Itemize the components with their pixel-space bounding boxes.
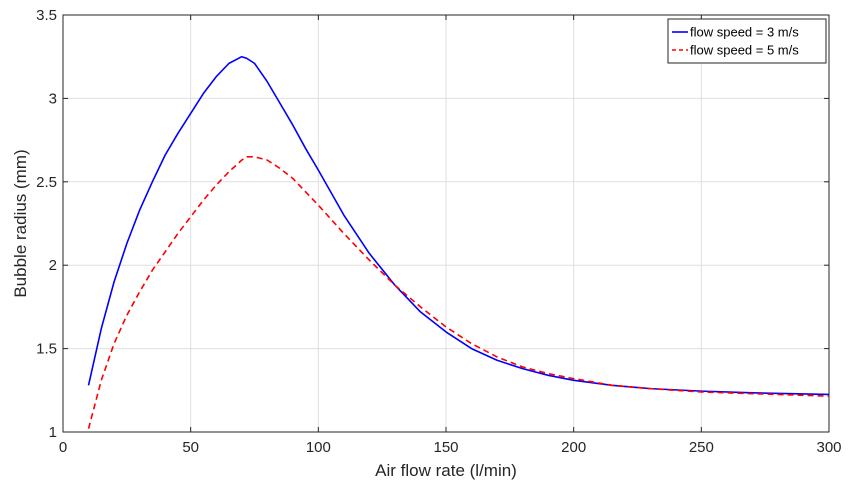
series-line-1 [87, 55, 830, 396]
y-axis-title: Bubble radius (mm) [11, 149, 30, 297]
y-tick-label: 2.5 [36, 174, 57, 191]
grid [62, 14, 830, 433]
x-tick-label: 0 [59, 439, 67, 456]
legend-box [667, 18, 827, 64]
x-tick-label: 100 [306, 439, 331, 456]
legend-label-1: flow speed = 3 m/s [690, 25, 799, 40]
x-tick-label: 200 [561, 439, 586, 456]
y-tick-label: 2 [49, 257, 57, 274]
x-axis-title: Air flow rate (l/min) [375, 461, 517, 480]
x-tick-label: 250 [689, 439, 714, 456]
x-tick-label: 50 [182, 439, 199, 456]
x-tick-label: 300 [816, 439, 841, 456]
y-tick-label: 3 [49, 90, 57, 107]
axis-ticks: 0 50 100 150 200 250 300 1 1.5 2 2.5 3 3.5 [36, 7, 841, 456]
legend-label-2: flow speed = 5 m/s [690, 43, 799, 58]
legend: flow speed = 3 m/s flow speed = 5 m/s [667, 18, 827, 64]
series-lines [87, 55, 830, 429]
y-tick-label: 1.5 [36, 341, 57, 358]
y-tick-label: 1 [49, 424, 57, 441]
x-tick-label: 150 [433, 439, 458, 456]
series-line-2 [87, 155, 830, 429]
y-tick-label: 3.5 [36, 7, 57, 24]
